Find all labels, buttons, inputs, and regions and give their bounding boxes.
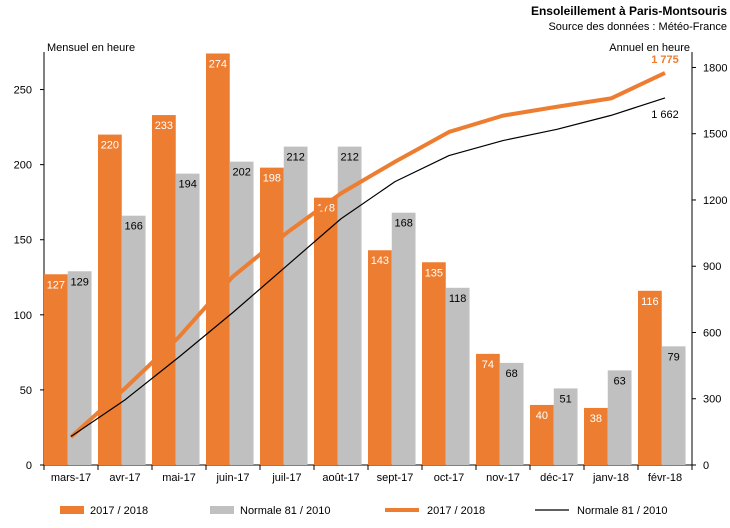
bar-normal (499, 362, 524, 465)
bar-value-label: 274 (209, 59, 227, 71)
bar-value-label: 135 (425, 267, 443, 279)
bar-value-label: 212 (286, 152, 304, 164)
bar-normal (661, 346, 686, 465)
bar-value-label: 127 (47, 279, 65, 291)
bar-actual (422, 262, 446, 465)
chart-title: Ensoleillement à Paris-Montsouris (531, 4, 727, 18)
legend-swatch (210, 506, 234, 514)
bar-value-label: 233 (155, 120, 173, 132)
left-tick-label: 200 (14, 160, 32, 172)
bar-normal (229, 161, 254, 465)
bar-normal (175, 173, 200, 465)
chart-subtitle: Source des données : Météo-France (548, 21, 727, 33)
bar-value-label: 38 (590, 413, 602, 425)
line-end-label: 1 662 (651, 109, 679, 121)
x-tick-label: déc-17 (540, 472, 574, 484)
x-tick-label: avr-17 (109, 472, 140, 484)
x-tick-label: juil-17 (271, 472, 301, 484)
bar-value-label: 63 (614, 375, 626, 387)
bar-value-label: 198 (263, 173, 281, 185)
bar-normal (553, 388, 578, 465)
x-tick-label: févr-18 (648, 472, 682, 484)
bar-actual (260, 167, 284, 465)
cumulative-normal-line (70, 97, 666, 438)
legend-label: 2017 / 2018 (90, 505, 148, 517)
bar-normal (607, 370, 632, 465)
bar-actual (368, 250, 392, 465)
bar-actual (314, 197, 338, 465)
right-tick-label: 900 (703, 261, 721, 273)
legend-swatch (60, 506, 84, 514)
left-tick-label: 0 (26, 460, 32, 472)
right-tick-label: 1800 (703, 62, 727, 74)
legend-label: Normale 81 / 2010 (240, 505, 331, 517)
bar-normal (121, 215, 146, 465)
right-tick-label: 0 (703, 460, 709, 472)
bar-actual (584, 407, 608, 465)
bar-actual (530, 404, 554, 465)
right-tick-label: 1200 (703, 195, 727, 207)
bar-value-label: 116 (641, 296, 659, 308)
bar-value-label: 40 (536, 410, 548, 422)
bar-normal (337, 146, 362, 465)
cumulative-actual-line (69, 71, 666, 439)
bar-value-label: 74 (482, 359, 494, 371)
bar-actual (206, 53, 230, 465)
bar-value-label: 143 (371, 255, 389, 267)
bar-actual (152, 115, 176, 466)
x-tick-label: août-17 (322, 472, 359, 484)
line-end-label: 1 775 (651, 54, 679, 66)
bar-actual (44, 274, 68, 465)
x-tick-label: oct-17 (434, 472, 465, 484)
left-tick-label: 250 (14, 85, 32, 97)
left-tick-label: 100 (14, 310, 32, 322)
left-tick-label: 150 (14, 235, 32, 247)
legend-label: 2017 / 2018 (427, 505, 485, 517)
bar-value-label: 202 (232, 167, 250, 179)
right-tick-label: 1500 (703, 129, 727, 141)
bar-value-label: 220 (101, 140, 119, 152)
legend: 2017 / 2018 Normale 81 / 2010 2017 / 2018 N… (60, 505, 668, 517)
x-tick-label: janv-18 (592, 472, 629, 484)
bar-normal (391, 212, 416, 465)
bar-value-label: 118 (449, 293, 467, 305)
plot-area: 0 50 100 150 200 250 0 300 600 900 1200 1500 1800 mar… (14, 52, 727, 484)
legend-label: Normale 81 / 2010 (577, 505, 668, 517)
bar-value-label: 68 (506, 368, 518, 380)
right-tick-label: 600 (703, 327, 721, 339)
bar-value-label: 194 (178, 179, 196, 191)
bar-value-label: 212 (340, 152, 358, 164)
x-tick-label: nov-17 (486, 472, 520, 484)
bar-value-label: 166 (124, 221, 142, 233)
x-tick-label: sept-17 (377, 472, 414, 484)
bar-value-label: 51 (560, 393, 572, 405)
bar-normal (67, 271, 92, 465)
bar-actual (98, 134, 122, 465)
x-tick-label: mars-17 (51, 472, 91, 484)
x-tick-label: mai-17 (162, 472, 196, 484)
bar-normal (283, 146, 308, 465)
right-tick-label: 300 (703, 394, 721, 406)
right-axis-label: Annuel en heure (609, 42, 690, 54)
bar-actual (476, 353, 500, 465)
bar-value-label: 79 (668, 351, 680, 363)
left-axis-label: Mensuel en heure (47, 42, 135, 54)
x-tick-label: juin-17 (215, 472, 249, 484)
left-tick-label: 50 (20, 385, 32, 397)
bar-normal (445, 287, 470, 465)
bar-actual (638, 290, 662, 465)
bar-value-label: 168 (394, 218, 412, 230)
bar-value-label: 129 (70, 276, 88, 288)
